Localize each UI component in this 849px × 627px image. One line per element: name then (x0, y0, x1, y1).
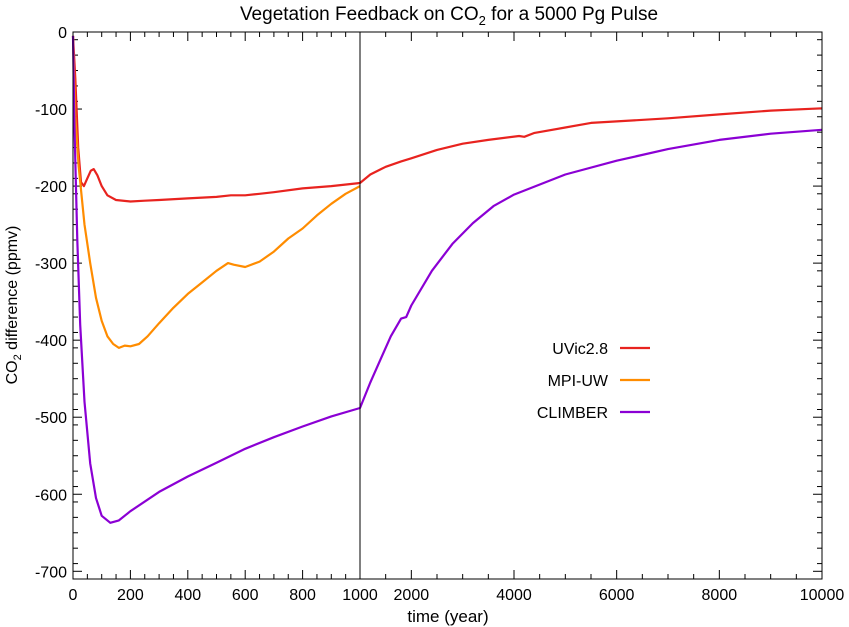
x-tick-label: 400 (174, 587, 201, 604)
y-axis-label-post: difference (ppmv) (4, 226, 21, 355)
x-axis-label: time (year) (407, 607, 488, 626)
x-tick-label: 10000 (800, 587, 845, 604)
x-tick-label: 8000 (702, 587, 738, 604)
x-tick-label: 0 (69, 587, 78, 604)
y-tick-label: -400 (35, 333, 67, 350)
x-tick-label: 200 (117, 587, 144, 604)
series-line-climber (71, 35, 823, 524)
y-axis-label-sub: 2 (12, 354, 24, 360)
x-tick-label: 4000 (496, 587, 532, 604)
chart-title-pre: Vegetation Feedback on CO (240, 4, 479, 25)
y-tick-label: -700 (35, 564, 67, 581)
legend: UVic2.8 MPI-UW CLIMBER (537, 341, 650, 422)
chart-title-sub: 2 (479, 13, 486, 28)
plot-frame (72, 31, 823, 580)
series-line-uvic2-8 (71, 35, 823, 203)
y-tick-label: -200 (35, 179, 67, 196)
y-tick-label: 0 (58, 25, 67, 42)
y-tick-label: -600 (35, 487, 67, 504)
chart-title-post: for a 5000 Pg Pulse (486, 4, 658, 25)
x-tick-label: 600 (232, 587, 259, 604)
x-tick-label: 2000 (394, 587, 430, 604)
legend-label: MPI-UW (548, 373, 609, 390)
x-tick-label: 800 (289, 587, 316, 604)
legend-label: UVic2.8 (552, 341, 608, 358)
chart-title: Vegetation Feedback on CO2 for a 5000 Pg… (240, 4, 658, 28)
series-layer (71, 35, 823, 524)
y-tick-label: -500 (35, 410, 67, 427)
y-axis-label-pre: CO (4, 360, 21, 384)
series-line-mpi-uw (71, 35, 361, 349)
y-tick-label: -100 (35, 102, 67, 119)
x-tick-label: 1000 (342, 587, 378, 604)
y-tick-label: -300 (35, 256, 67, 273)
y-axis-label: CO2 difference (ppmv) (4, 226, 24, 385)
legend-label: CLIMBER (537, 405, 608, 422)
x-tick-label: 6000 (599, 587, 635, 604)
